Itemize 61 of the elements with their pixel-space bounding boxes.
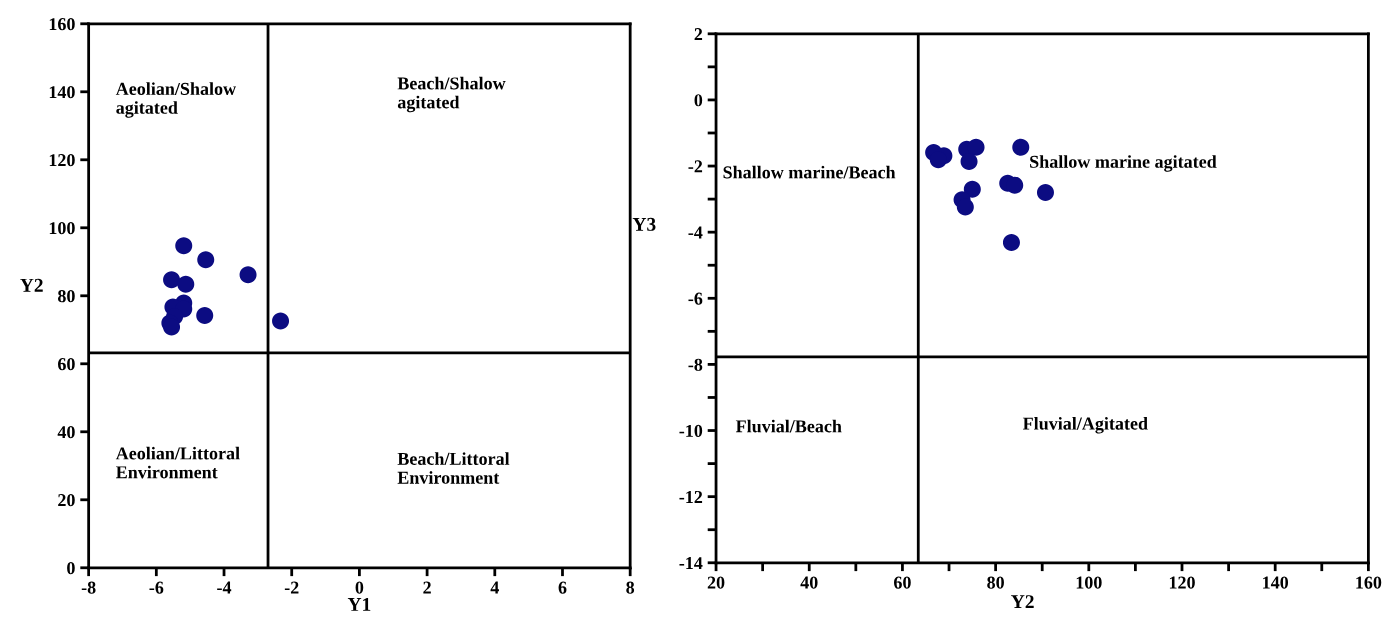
x-axis-title: Y2	[1011, 595, 1034, 608]
point	[163, 271, 181, 289]
point	[956, 198, 974, 216]
y-tick-label: 80	[57, 290, 75, 303]
y-tick-label: 20	[58, 494, 75, 507]
point	[197, 251, 215, 269]
x-tick-label: 0	[355, 581, 364, 594]
point	[1036, 183, 1054, 201]
y-tick-label: -4	[688, 226, 703, 239]
x-tick-label: 2	[423, 581, 431, 594]
x-tick-label: 60	[894, 576, 911, 589]
annotation: Shallow marine agitated	[1030, 155, 1217, 172]
y-tick-label: 60	[58, 358, 75, 371]
y-axis-title: Y2	[20, 278, 43, 292]
x-tick-label: -6	[149, 581, 164, 594]
y-tick-label: 0	[694, 94, 703, 107]
x-tick-label: 6	[558, 581, 567, 594]
y-tick-label: -6	[688, 292, 703, 305]
point	[1002, 233, 1020, 251]
point	[963, 180, 981, 198]
y-tick-label: 100	[49, 222, 75, 235]
x-tick-label: -4	[217, 581, 232, 594]
annotation: Shallow marine/Beach	[723, 165, 896, 179]
annotation: Aeolian/Littoral Environment	[115, 446, 240, 479]
y-tick-label: 140	[49, 86, 75, 99]
x-tick-label: 120	[1169, 576, 1195, 589]
y-axis-title: Y3	[632, 217, 656, 231]
x-tick-label: 80	[987, 576, 1004, 589]
point	[177, 275, 195, 293]
x-tick-label: 4	[490, 581, 499, 594]
y-tick-label: 120	[49, 154, 75, 167]
point	[1012, 138, 1030, 156]
y-tick-label: -14	[679, 557, 703, 570]
annotation: Beach/Shalow agitated	[397, 76, 506, 113]
x-tick-label: -8	[81, 581, 96, 594]
x-tick-label: 100	[1076, 576, 1102, 589]
x-tick-label: -2	[284, 581, 299, 594]
annotation: Beach/Littoral Environment	[397, 452, 510, 484]
x-tick-label: 140	[1263, 576, 1289, 589]
y-tick-label: 160	[49, 18, 75, 31]
point	[1006, 176, 1024, 194]
annotation: Fluvial/Beach	[735, 419, 842, 433]
x-tick-label: 160	[1356, 576, 1382, 589]
x-axis-title: Y1	[347, 598, 371, 611]
x-tick-label: 8	[626, 581, 635, 594]
y-tick-label: 2	[694, 28, 703, 41]
annotation: Fluvial/Agitated	[1022, 416, 1148, 434]
annotation: Aeolian/Shalow agitated	[115, 82, 237, 118]
x-tick-label: 40	[800, 576, 818, 589]
point	[175, 237, 193, 255]
point	[272, 312, 290, 330]
x-tick-label: 20	[707, 576, 725, 589]
point	[967, 138, 985, 156]
point	[196, 307, 214, 325]
y-tick-label: 40	[57, 426, 75, 439]
y-tick-label: -12	[679, 490, 703, 503]
y-tick-label: -8	[688, 358, 703, 371]
y-tick-label: 0	[67, 562, 75, 575]
y-tick-label: -2	[688, 160, 703, 173]
point	[239, 266, 257, 284]
y-tick-label: -10	[679, 424, 703, 437]
